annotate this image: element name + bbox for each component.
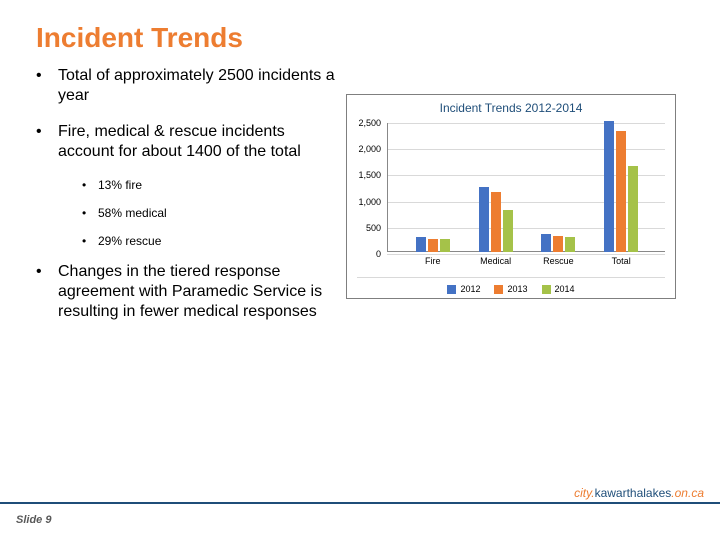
- chart-bar: [565, 237, 575, 252]
- chart-bar: [440, 239, 450, 252]
- sub-bullet-item: • 58% medical: [82, 206, 336, 220]
- bullet-list: • Changes in the tiered response agreeme…: [36, 262, 336, 322]
- legend-item: 2013: [494, 284, 527, 294]
- chart-ytick: 2,000: [347, 144, 381, 154]
- sub-bullet-list: • 13% fire • 58% medical • 29% rescue: [36, 178, 336, 248]
- chart-bar: [604, 121, 614, 252]
- legend-label: 2014: [555, 284, 575, 294]
- footer-url-part: kawarthalakes: [595, 486, 672, 500]
- chart-ytick: 1,500: [347, 170, 381, 180]
- slide-number: Slide 9: [16, 514, 51, 526]
- legend-label: 2012: [460, 284, 480, 294]
- legend-swatch: [494, 285, 503, 294]
- chart-xlabel: Medical: [480, 256, 511, 266]
- chart-category: Medical: [479, 123, 513, 252]
- chart-plot-area: Fire Medical Rescue Total: [387, 123, 665, 252]
- sub-bullet-item: • 13% fire: [82, 178, 336, 192]
- bullet-text: Fire, medical & rescue incidents account…: [58, 122, 336, 162]
- chart-xlabel: Rescue: [543, 256, 574, 266]
- chart-bar: [541, 234, 551, 252]
- chart-legend: 2012 2013 2014: [357, 277, 665, 294]
- legend-item: 2012: [447, 284, 480, 294]
- bullet-icon: •: [82, 206, 98, 220]
- bullet-icon: •: [36, 66, 58, 106]
- chart-ytick: 0: [347, 249, 381, 259]
- footer-url-part: .on.ca: [671, 486, 704, 500]
- chart-bar: [479, 187, 489, 253]
- legend-item: 2014: [542, 284, 575, 294]
- chart-gridline: [387, 254, 665, 255]
- chart-bar: [416, 237, 426, 252]
- chart-category: Total: [604, 123, 638, 252]
- chart-ytick: 2,500: [347, 118, 381, 128]
- chart-column: Incident Trends 2012-2014 Fire Medical Res…: [346, 66, 684, 338]
- bullet-item: • Fire, medical & rescue incidents accou…: [36, 122, 336, 162]
- bullet-text: Total of approximately 2500 incidents a …: [58, 66, 336, 106]
- bullet-list: • Total of approximately 2500 incidents …: [36, 66, 336, 162]
- slide: Incident Trends • Total of approximately…: [0, 0, 720, 540]
- bullet-item: • Total of approximately 2500 incidents …: [36, 66, 336, 106]
- chart-ytick: 1,000: [347, 197, 381, 207]
- sub-bullet-item: • 29% rescue: [82, 234, 336, 248]
- slide-title: Incident Trends: [36, 22, 684, 54]
- footer-url-part: city.: [574, 486, 594, 500]
- chart-bar: [503, 210, 513, 252]
- bullet-item: • Changes in the tiered response agreeme…: [36, 262, 336, 322]
- chart-bar: [428, 239, 438, 252]
- chart-bar: [491, 192, 501, 252]
- sub-bullet-text: 29% rescue: [98, 234, 161, 248]
- bullet-icon: •: [36, 262, 58, 322]
- bullet-icon: •: [82, 178, 98, 192]
- content-row: • Total of approximately 2500 incidents …: [36, 66, 684, 338]
- footer-url: city.kawarthalakes.on.ca: [574, 486, 704, 500]
- chart-ytick: 500: [347, 223, 381, 233]
- bullet-icon: •: [36, 122, 58, 162]
- chart-bar: [628, 166, 638, 252]
- legend-swatch: [447, 285, 456, 294]
- bullet-text: Changes in the tiered response agreement…: [58, 262, 336, 322]
- incident-chart: Incident Trends 2012-2014 Fire Medical Res…: [346, 94, 676, 299]
- chart-xlabel: Total: [612, 256, 631, 266]
- legend-swatch: [542, 285, 551, 294]
- chart-title: Incident Trends 2012-2014: [347, 101, 675, 115]
- text-column: • Total of approximately 2500 incidents …: [36, 66, 346, 338]
- chart-category: Rescue: [541, 123, 575, 252]
- sub-bullet-text: 58% medical: [98, 206, 167, 220]
- chart-bar: [616, 131, 626, 252]
- sub-bullet-text: 13% fire: [98, 178, 142, 192]
- chart-category: Fire: [416, 123, 450, 252]
- bullet-icon: •: [82, 234, 98, 248]
- footer-bar: city.kawarthalakes.on.ca: [0, 486, 720, 504]
- chart-bar: [553, 236, 563, 252]
- chart-xlabel: Fire: [425, 256, 441, 266]
- legend-label: 2013: [507, 284, 527, 294]
